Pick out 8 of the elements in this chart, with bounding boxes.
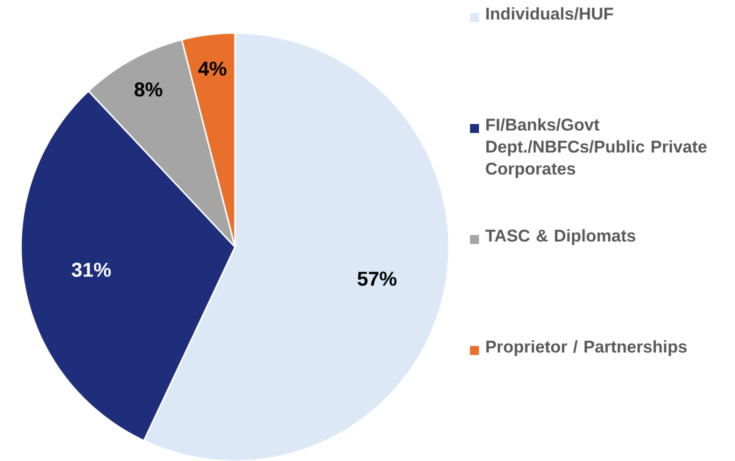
data-label: 4%: [198, 62, 226, 76]
data-label: 8%: [134, 82, 162, 97]
legend-label: Proprietor / Partnerships: [486, 340, 687, 356]
data-label: 31%: [72, 262, 111, 277]
legend-label: TASC & Diplomats: [485, 229, 636, 246]
data-label: 57%: [358, 272, 396, 286]
legend-label: FI/Banks/Govt Dept./NBFCs/Public Private Corporates: [486, 118, 707, 178]
legend-label: Individuals/HUF: [486, 7, 614, 20]
